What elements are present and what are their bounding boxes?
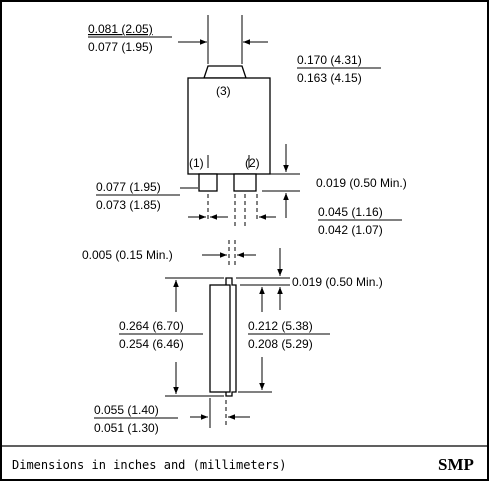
- body-length-min: 0.208 (5.29): [248, 337, 313, 351]
- tab-width-min: 0.077 (1.95): [88, 40, 153, 54]
- pin2-label: (2): [245, 156, 260, 170]
- body-side-outline: [209, 284, 231, 393]
- body-outline: [187, 77, 271, 175]
- footer-caption: Dimensions in inches and (millimeters): [12, 458, 287, 472]
- lead-pitch-max: 0.045 (1.16): [318, 205, 383, 219]
- package-thickness-max: 0.055 (1.40): [94, 403, 159, 417]
- lead-2-outline: [233, 173, 257, 192]
- side-lead-length: 0.019 (0.50 Min.): [292, 275, 383, 289]
- lead-length: 0.019 (0.50 Min.): [316, 176, 407, 190]
- body-width-min: 0.163 (4.15): [297, 71, 362, 85]
- package-name: SMP: [438, 455, 474, 474]
- side-view: [165, 240, 290, 428]
- lead-1-outline: [198, 173, 218, 192]
- pin3-label: (3): [216, 84, 231, 98]
- tab-outline: [203, 65, 247, 79]
- lead-width-min: 0.073 (1.85): [96, 198, 161, 212]
- top-view: [178, 15, 300, 228]
- package-thickness-min: 0.051 (1.30): [94, 421, 159, 435]
- tab-width-max: 0.081 (2.05): [88, 22, 153, 36]
- overall-length-max: 0.264 (6.70): [119, 319, 184, 333]
- body-width-max: 0.170 (4.31): [297, 53, 362, 67]
- pin1-label: (1): [189, 156, 204, 170]
- body-length-max: 0.212 (5.38): [248, 319, 313, 333]
- lead-width-max: 0.077 (1.95): [96, 180, 161, 194]
- overall-length-min: 0.254 (6.46): [119, 337, 184, 351]
- lead-thickness: 0.005 (0.15 Min.): [82, 248, 173, 262]
- lead-pitch-min: 0.042 (1.07): [318, 223, 383, 237]
